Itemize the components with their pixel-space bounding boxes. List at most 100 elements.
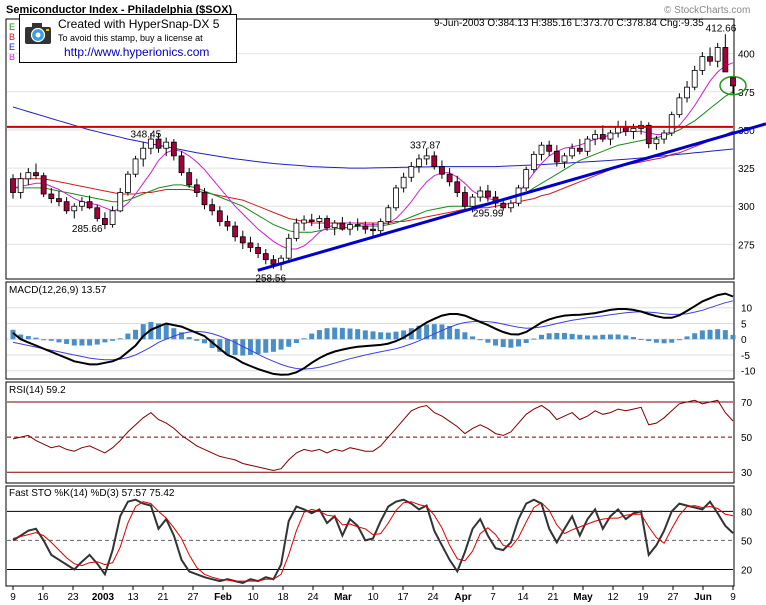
candle-up — [630, 127, 637, 132]
macd-histogram-bar — [707, 329, 713, 340]
macd-histogram-bar — [41, 339, 47, 341]
candle-up — [592, 134, 599, 140]
macd-histogram-bar — [224, 339, 230, 355]
macd-histogram-bar — [255, 339, 261, 355]
candle-down — [56, 198, 62, 203]
macd-signal-line — [12, 300, 734, 370]
stamp-link[interactable]: http://www.hyperionics.com — [64, 45, 210, 59]
date-label: 14 — [517, 592, 529, 603]
candle-down — [209, 204, 216, 212]
macd-histogram-bar — [217, 339, 223, 352]
candle-down — [370, 228, 376, 232]
macd-histogram-bar — [117, 338, 123, 340]
highlight-circle — [719, 75, 747, 96]
macd-histogram-bar — [669, 339, 675, 343]
date-label: 13 — [127, 592, 139, 603]
macd-histogram-bar — [577, 334, 583, 340]
candle-up — [477, 190, 484, 198]
date-label: 24 — [427, 592, 439, 603]
rsi-panel: 30 50 70 — [7, 398, 753, 479]
macd-histogram-bar — [332, 327, 338, 340]
date-label: Jun — [694, 592, 712, 603]
annotation-label: 337.87 — [410, 140, 441, 151]
candle-up — [285, 237, 292, 259]
macd-histogram-bar — [539, 334, 545, 340]
macd-histogram-bar — [493, 339, 499, 346]
macd-histogram-bar — [477, 339, 483, 341]
macd-histogram-bar — [33, 337, 39, 340]
candle-down — [232, 225, 239, 238]
sto-tick-label: 80 — [741, 507, 753, 518]
macd-histogram-bar — [715, 329, 721, 340]
macd-histogram-bar — [270, 339, 276, 352]
sto-d-line — [12, 501, 734, 582]
date-label: 10 — [367, 592, 379, 603]
sma-slow-line — [12, 106, 734, 169]
price-tick-label: 275 — [738, 240, 755, 251]
date-label: 27 — [187, 592, 199, 603]
candle-down — [86, 201, 93, 209]
candle-up — [538, 144, 545, 155]
macd-histogram-bar — [531, 338, 537, 340]
macd-histogram-bar — [447, 326, 453, 340]
candle-down — [354, 224, 361, 227]
sto-panel: 20 50 80 — [7, 498, 753, 585]
rsi-line — [12, 399, 734, 472]
macd-histogram-bar — [194, 339, 200, 341]
chart-title: Semiconductor Index - Philadelphia ($SOX… — [6, 4, 232, 16]
macd-tick-label: -10 — [741, 367, 756, 378]
candle-down — [500, 202, 507, 209]
macd-histogram-bar — [309, 333, 315, 340]
date-label: 21 — [157, 592, 169, 603]
macd-tick-label: 10 — [741, 304, 753, 315]
macd-histogram-bar — [140, 324, 146, 340]
candle-down — [270, 259, 277, 265]
watermark: © StockCharts.com — [664, 5, 750, 16]
candle-down — [178, 155, 185, 174]
candlesticks — [10, 34, 736, 271]
macd-histogram-bar — [439, 324, 445, 340]
macd-panel: -10 -5 0 5 10 — [7, 292, 756, 378]
candle-up — [523, 169, 530, 189]
macd-histogram-bar — [470, 336, 476, 340]
trendline — [257, 122, 766, 272]
macd-histogram-bar — [638, 338, 644, 340]
macd-histogram-bar — [347, 328, 353, 340]
macd-histogram-bar — [500, 339, 506, 348]
date-label: 23 — [67, 592, 79, 603]
legend-letter: E — [9, 22, 15, 32]
candle-down — [224, 221, 231, 227]
price-gridlines — [7, 53, 733, 245]
macd-histogram-bar — [247, 339, 253, 355]
candle-down — [102, 218, 108, 225]
candle-down — [730, 77, 736, 87]
candle-up — [561, 155, 568, 163]
date-label: 21 — [547, 592, 559, 603]
macd-histogram-bar — [48, 339, 54, 341]
candle-up — [347, 224, 353, 230]
date-label: 9 — [10, 592, 16, 603]
macd-histogram-bar — [10, 329, 16, 340]
candle-down — [576, 147, 583, 152]
macd-histogram-bar — [546, 333, 552, 340]
candle-up — [331, 222, 338, 229]
macd-histogram-bar — [179, 332, 185, 340]
macd-histogram-bar — [94, 339, 100, 345]
date-label: 17 — [397, 592, 409, 603]
candle-down — [40, 175, 47, 195]
candle-up — [140, 147, 147, 160]
candle-up — [569, 147, 576, 157]
candle-up — [607, 132, 614, 140]
date-label: 2003 — [92, 592, 115, 603]
macd-histogram-bar — [630, 337, 636, 340]
candle-up — [408, 166, 415, 178]
date-label: 10 — [247, 592, 259, 603]
macd-histogram-bar — [615, 334, 621, 340]
candle-up — [17, 178, 24, 193]
legend-letter: B — [9, 32, 15, 42]
header-stats: 9-Jun-2003 O:384.13 H:385.16 L:373.70 C:… — [434, 18, 704, 29]
candle-up — [293, 222, 300, 239]
annotation-label: 258.56 — [255, 274, 286, 285]
